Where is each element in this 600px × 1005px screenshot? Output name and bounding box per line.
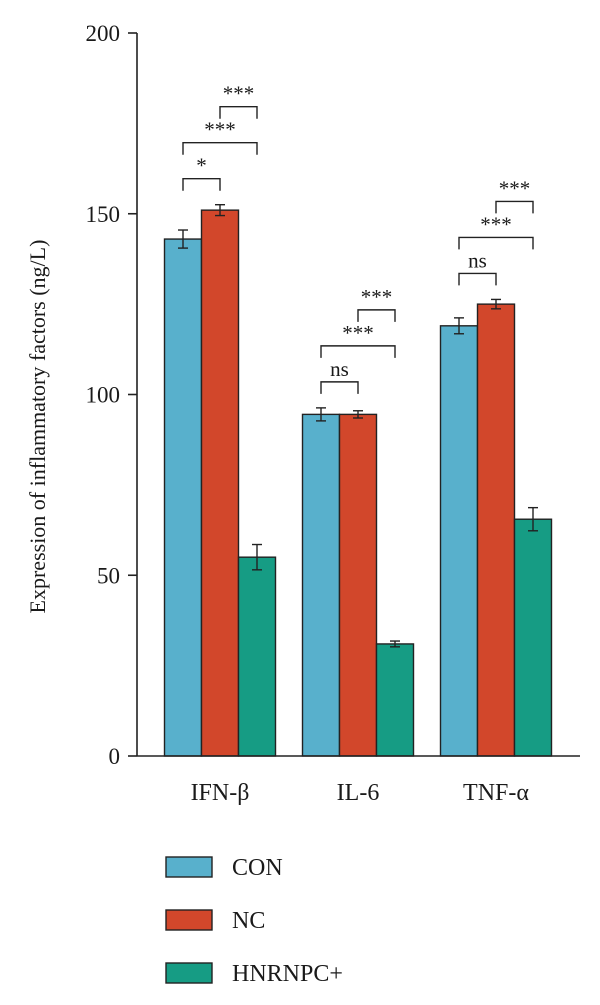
significance-bracket — [320, 345, 396, 358]
legend: CON NC HNRNPC+ — [165, 855, 343, 987]
significance-label: *** — [361, 285, 393, 309]
bar — [375, 643, 415, 757]
significance-bracket — [320, 381, 359, 394]
y-tick-label: 0 — [109, 744, 121, 769]
error-bars — [178, 204, 538, 648]
significance-label: *** — [499, 176, 531, 200]
bars — [163, 209, 553, 757]
y-tick-label: 100 — [86, 383, 121, 408]
significance-bracket — [458, 236, 534, 250]
significance-bracket — [458, 272, 497, 286]
bar — [200, 209, 240, 757]
y-tick-label: 200 — [86, 21, 121, 46]
significance-label: *** — [223, 82, 255, 106]
legend-label: NC — [232, 908, 265, 934]
significance-bracket — [357, 309, 396, 322]
bar — [301, 413, 341, 757]
x-tick-label: IFN-β — [191, 780, 250, 806]
bar — [237, 556, 277, 757]
legend-label: HNRNPC+ — [232, 961, 343, 987]
significance-label: ns — [330, 357, 349, 381]
y-axis-title: Expression of inflammatory factors (ng/L… — [25, 240, 50, 614]
y-tick-label: 50 — [97, 563, 120, 588]
bar — [439, 325, 479, 757]
legend-swatch — [165, 962, 213, 984]
significance-label: *** — [480, 212, 512, 236]
significance-bracket — [495, 200, 534, 214]
x-tick-label: IL-6 — [337, 780, 380, 806]
significance-bracket — [182, 142, 258, 155]
significance-label: ns — [468, 248, 487, 272]
x-axis: IFN-β IL-6 TNF-α — [137, 755, 580, 806]
bar — [513, 518, 553, 757]
significance-label: *** — [204, 118, 236, 142]
legend-swatch — [165, 909, 213, 931]
significance-brackets: *******ns******ns****** — [182, 82, 534, 394]
significance-label: *** — [342, 321, 374, 345]
bar — [476, 303, 516, 757]
x-tick-label: TNF-α — [463, 780, 529, 806]
y-axis: 0 50 100 150 200 Expression of inflammatory f… — [25, 21, 138, 769]
legend-swatch — [165, 856, 213, 878]
bar — [163, 238, 203, 757]
significance-label: * — [196, 154, 207, 178]
significance-bracket — [182, 178, 221, 191]
y-tick-label: 150 — [86, 202, 121, 227]
bar — [338, 413, 378, 757]
legend-label: CON — [232, 855, 283, 881]
significance-bracket — [219, 106, 258, 119]
